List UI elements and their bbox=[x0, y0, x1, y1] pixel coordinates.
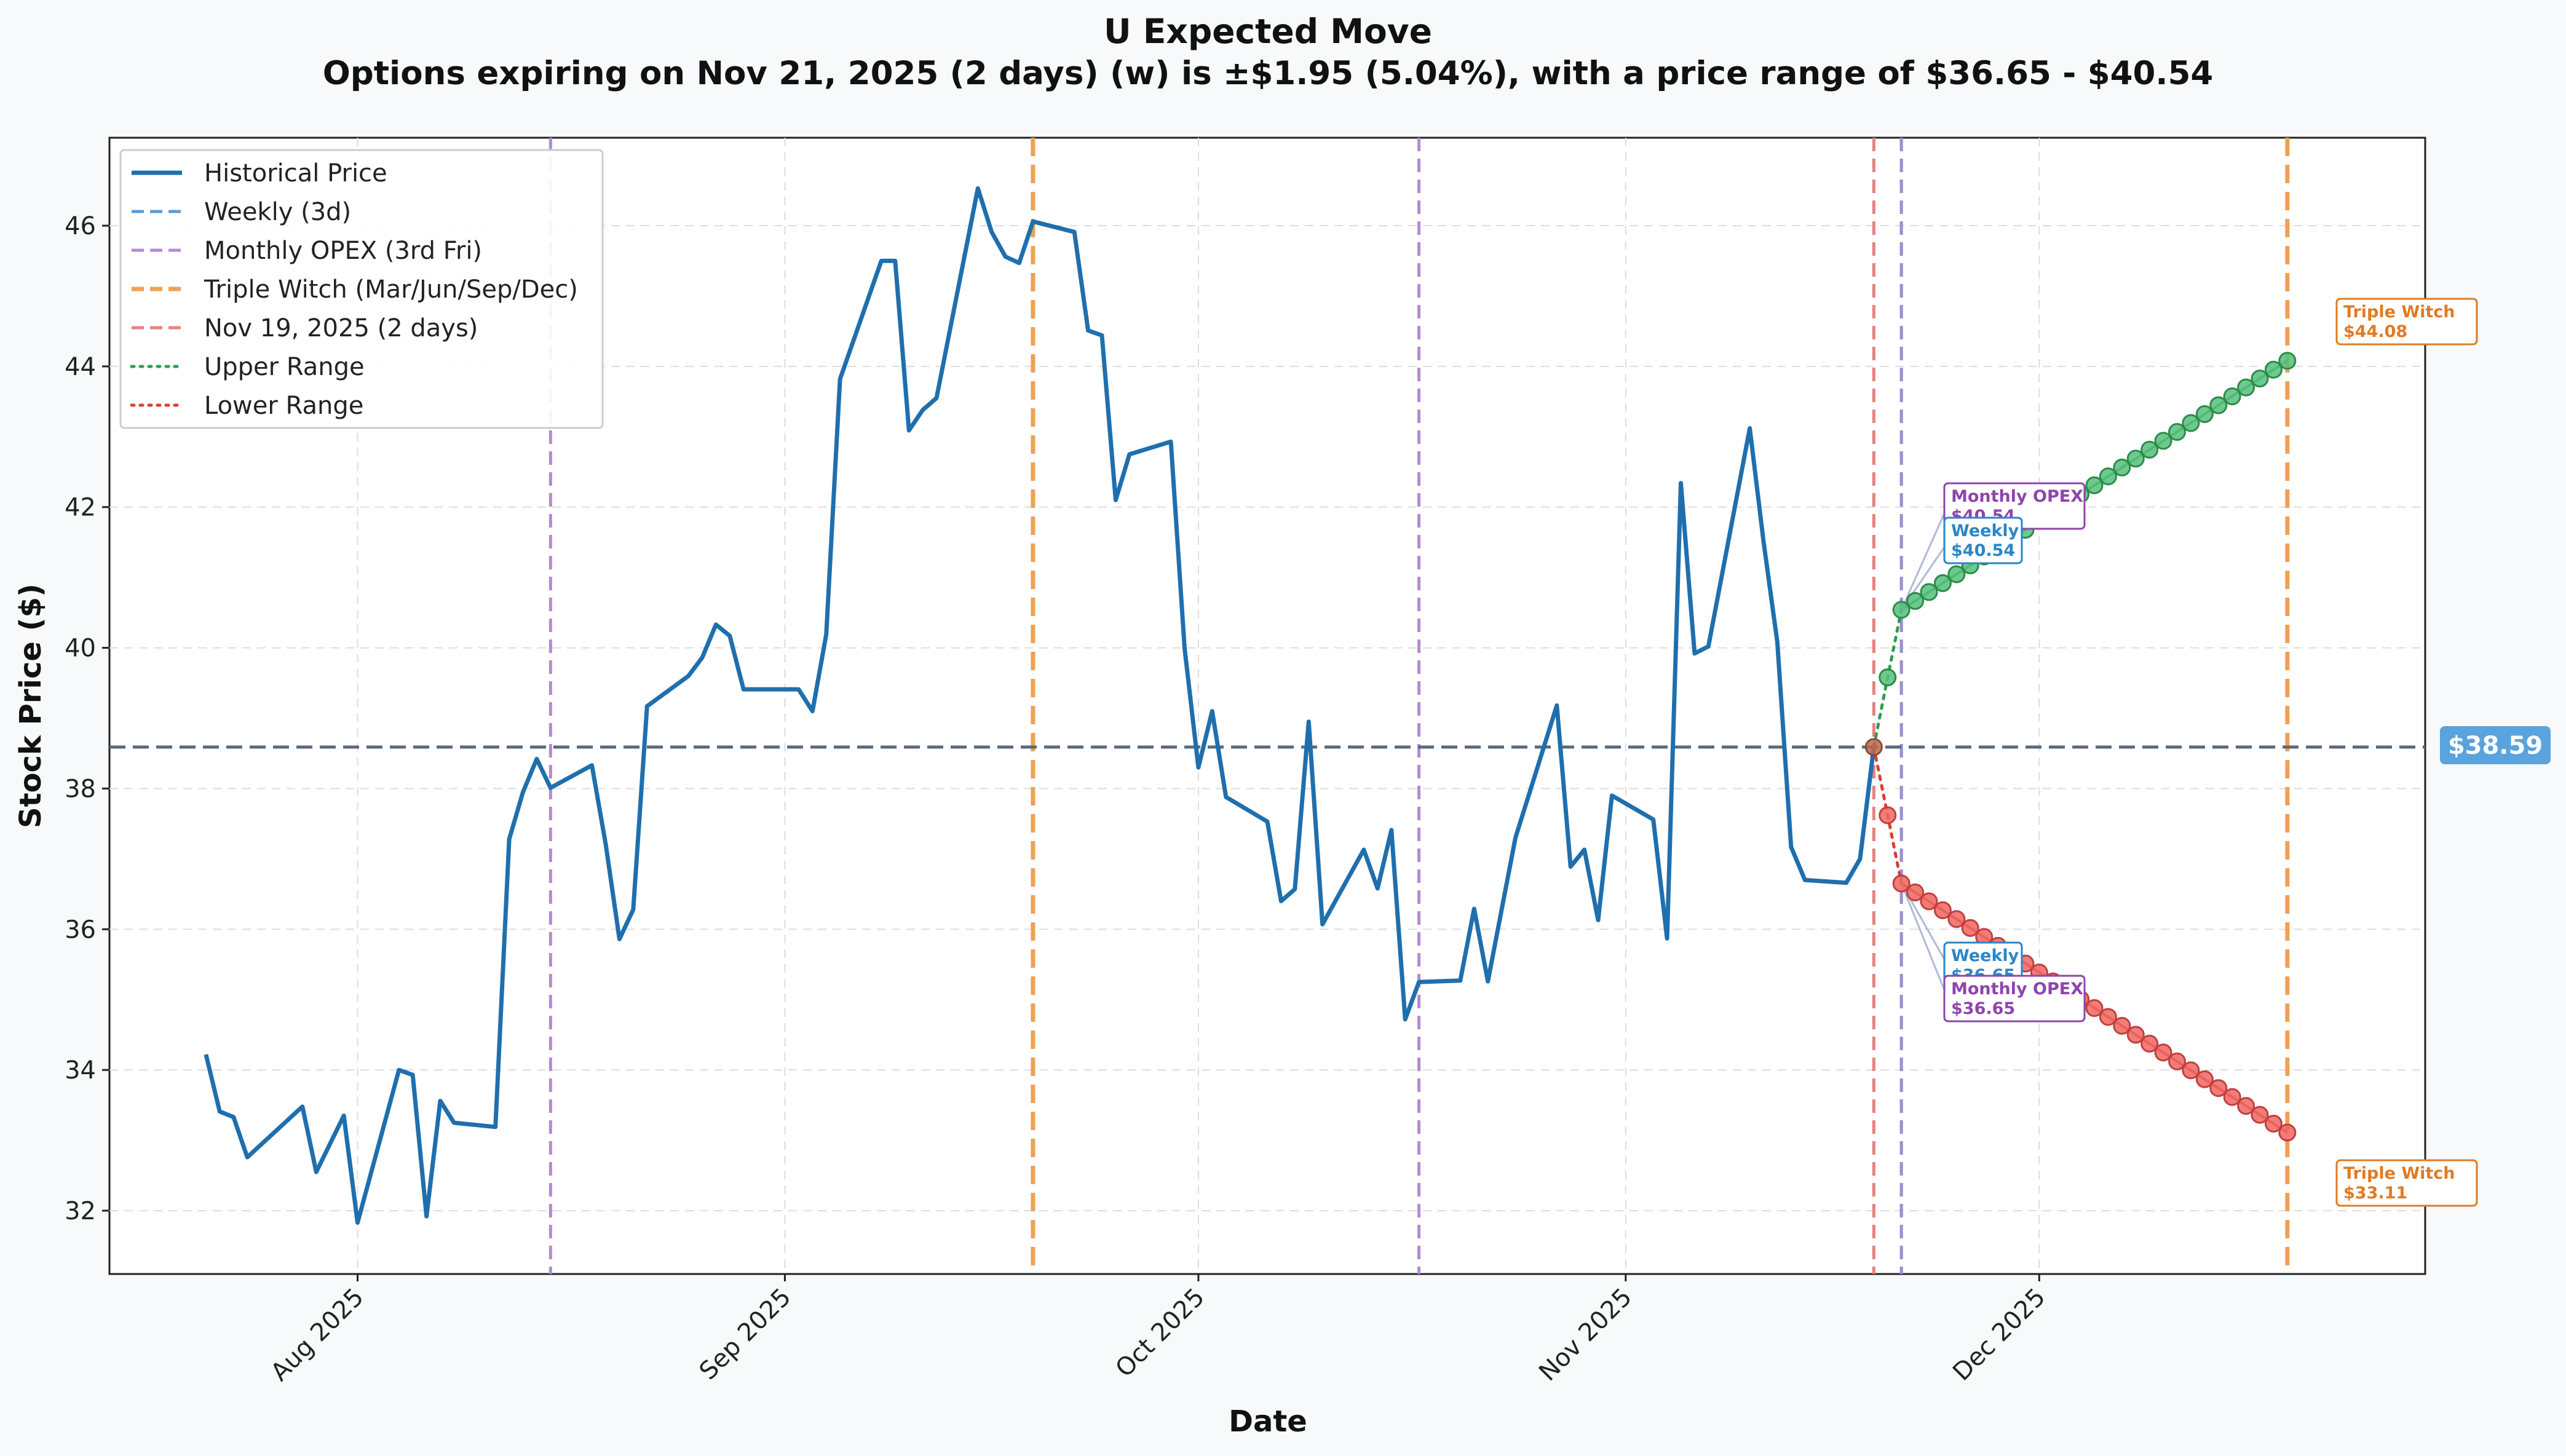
upper-range-point bbox=[1947, 565, 1966, 584]
lower-range-point bbox=[2099, 1008, 2117, 1026]
lower-range-point bbox=[1879, 806, 1897, 825]
legend-label: Historical Price bbox=[204, 159, 387, 188]
y-tick-label: 42 bbox=[65, 494, 96, 522]
annotation-monthly: Monthly OPEX$36.65 bbox=[1943, 975, 2086, 1023]
y-tick-label: 32 bbox=[65, 1197, 96, 1225]
chart-subtitle: Options expiring on Nov 21, 2025 (2 days… bbox=[323, 55, 2214, 92]
annotation-value: $44.08 bbox=[2343, 322, 2407, 341]
upper-range-point bbox=[1920, 583, 1938, 601]
lower-range-point bbox=[2209, 1079, 2228, 1098]
upper-range-point bbox=[2278, 352, 2297, 370]
lower-range-point bbox=[1933, 901, 1952, 919]
current-price-badge-text: $38.59 bbox=[2448, 732, 2543, 760]
upper-range-point bbox=[2209, 396, 2228, 414]
annotation-box bbox=[2335, 1159, 2478, 1207]
upper-range-point bbox=[1906, 592, 1925, 610]
chart-title: U Expected Move bbox=[1104, 12, 1432, 51]
upper-range-point bbox=[2140, 440, 2159, 459]
upper-range-point bbox=[2154, 432, 2172, 450]
legend: Historical Price Weekly (3d) Monthly OPEX … bbox=[119, 149, 604, 429]
lower-range-point bbox=[2223, 1088, 2241, 1106]
annotation-title: Monthly OPEX bbox=[1951, 487, 2083, 506]
lower-range-point bbox=[2237, 1097, 2255, 1115]
upper-range-point bbox=[2223, 387, 2241, 406]
annotation-title: Weekly bbox=[1951, 521, 2019, 540]
legend-label: Weekly (3d) bbox=[204, 198, 351, 226]
x-axis-label: Date bbox=[1229, 1404, 1307, 1439]
annotation-title: Triple Witch bbox=[2343, 303, 2455, 322]
upper-range-point bbox=[1892, 601, 1911, 619]
lower-range-point bbox=[2126, 1026, 2145, 1044]
y-axis: 32 34 36 38 40 42 44 46 bbox=[65, 212, 109, 1225]
annotation-box bbox=[2335, 298, 2478, 346]
lower-range-point bbox=[1961, 919, 1979, 937]
upper-range-point bbox=[1933, 574, 1952, 592]
y-tick-label: 34 bbox=[65, 1056, 96, 1085]
current-price-point bbox=[1864, 738, 1883, 756]
y-tick-label: 46 bbox=[65, 212, 96, 240]
lower-range-point bbox=[2195, 1070, 2214, 1088]
current-price-badge-box bbox=[2440, 726, 2551, 764]
upper-range-point bbox=[2237, 378, 2255, 397]
annotation-title: Triple Witch bbox=[2343, 1164, 2455, 1183]
annotation-value: $33.11 bbox=[2343, 1184, 2407, 1203]
lower-range-point bbox=[2113, 1016, 2131, 1035]
y-tick-label: 38 bbox=[65, 775, 96, 803]
annotation-triple: Triple Witch$44.08 bbox=[2335, 298, 2478, 346]
lower-range-point bbox=[2154, 1043, 2172, 1062]
lower-range-point bbox=[2264, 1115, 2283, 1133]
annotation-title: Monthly OPEX bbox=[1951, 979, 2083, 999]
lower-range-point bbox=[2140, 1034, 2159, 1053]
legend-label: Lower Range bbox=[204, 392, 363, 420]
upper-range-point bbox=[2264, 360, 2283, 379]
annotation-triple: Triple Witch$33.11 bbox=[2335, 1159, 2478, 1207]
annotation-connector bbox=[1900, 513, 1946, 611]
annotation-connector bbox=[1900, 883, 1946, 991]
lower-range-point bbox=[1947, 910, 1966, 928]
y-tick-label: 44 bbox=[65, 353, 96, 381]
annotation-title: Weekly bbox=[1951, 946, 2019, 965]
current-price-badge: $38.59 bbox=[2440, 726, 2551, 764]
lower-range-point bbox=[1906, 883, 1925, 901]
lower-range-point bbox=[2251, 1106, 2269, 1124]
lower-range-point bbox=[2168, 1052, 2186, 1070]
upper-range-point bbox=[2251, 370, 2269, 388]
y-tick-label: 36 bbox=[65, 916, 96, 944]
lower-range-point bbox=[1892, 874, 1911, 893]
legend-label: Triple Witch (Mar/Jun/Sep/Dec) bbox=[204, 275, 578, 304]
lower-range-point bbox=[2085, 999, 2104, 1017]
legend-box bbox=[119, 149, 604, 429]
upper-range-point bbox=[1879, 668, 1897, 687]
annotations: Monthly OPEX$40.54Weekly$40.54Weekly$36.… bbox=[1943, 298, 2478, 1207]
upper-range-point bbox=[2168, 422, 2186, 441]
y-axis-label: Stock Price ($) bbox=[14, 584, 48, 828]
annotation-value: $40.54 bbox=[1951, 541, 2015, 560]
upper-range-point bbox=[2126, 449, 2145, 468]
lower-range-point bbox=[2182, 1061, 2200, 1080]
upper-range-point bbox=[2182, 414, 2200, 432]
upper-range-point bbox=[2099, 467, 2117, 486]
upper-range-point bbox=[2113, 458, 2131, 477]
annotation-weekly: Weekly$40.54 bbox=[1943, 516, 2023, 564]
legend-label: Nov 19, 2025 (2 days) bbox=[204, 314, 478, 342]
grid bbox=[109, 138, 2425, 1274]
legend-label: Monthly OPEX (3rd Fri) bbox=[204, 237, 482, 265]
upper-range-point bbox=[2195, 405, 2214, 424]
y-tick-label: 40 bbox=[65, 635, 96, 663]
upper-range-point bbox=[2085, 476, 2104, 494]
annotation-box bbox=[1943, 516, 2023, 564]
annotation-box bbox=[1943, 975, 2086, 1023]
legend-label: Upper Range bbox=[204, 353, 365, 381]
lower-range-point bbox=[2278, 1123, 2297, 1142]
historical-price-line bbox=[204, 186, 1876, 1225]
lower-range-point bbox=[1920, 892, 1938, 911]
annotation-value: $36.65 bbox=[1951, 999, 2015, 1018]
